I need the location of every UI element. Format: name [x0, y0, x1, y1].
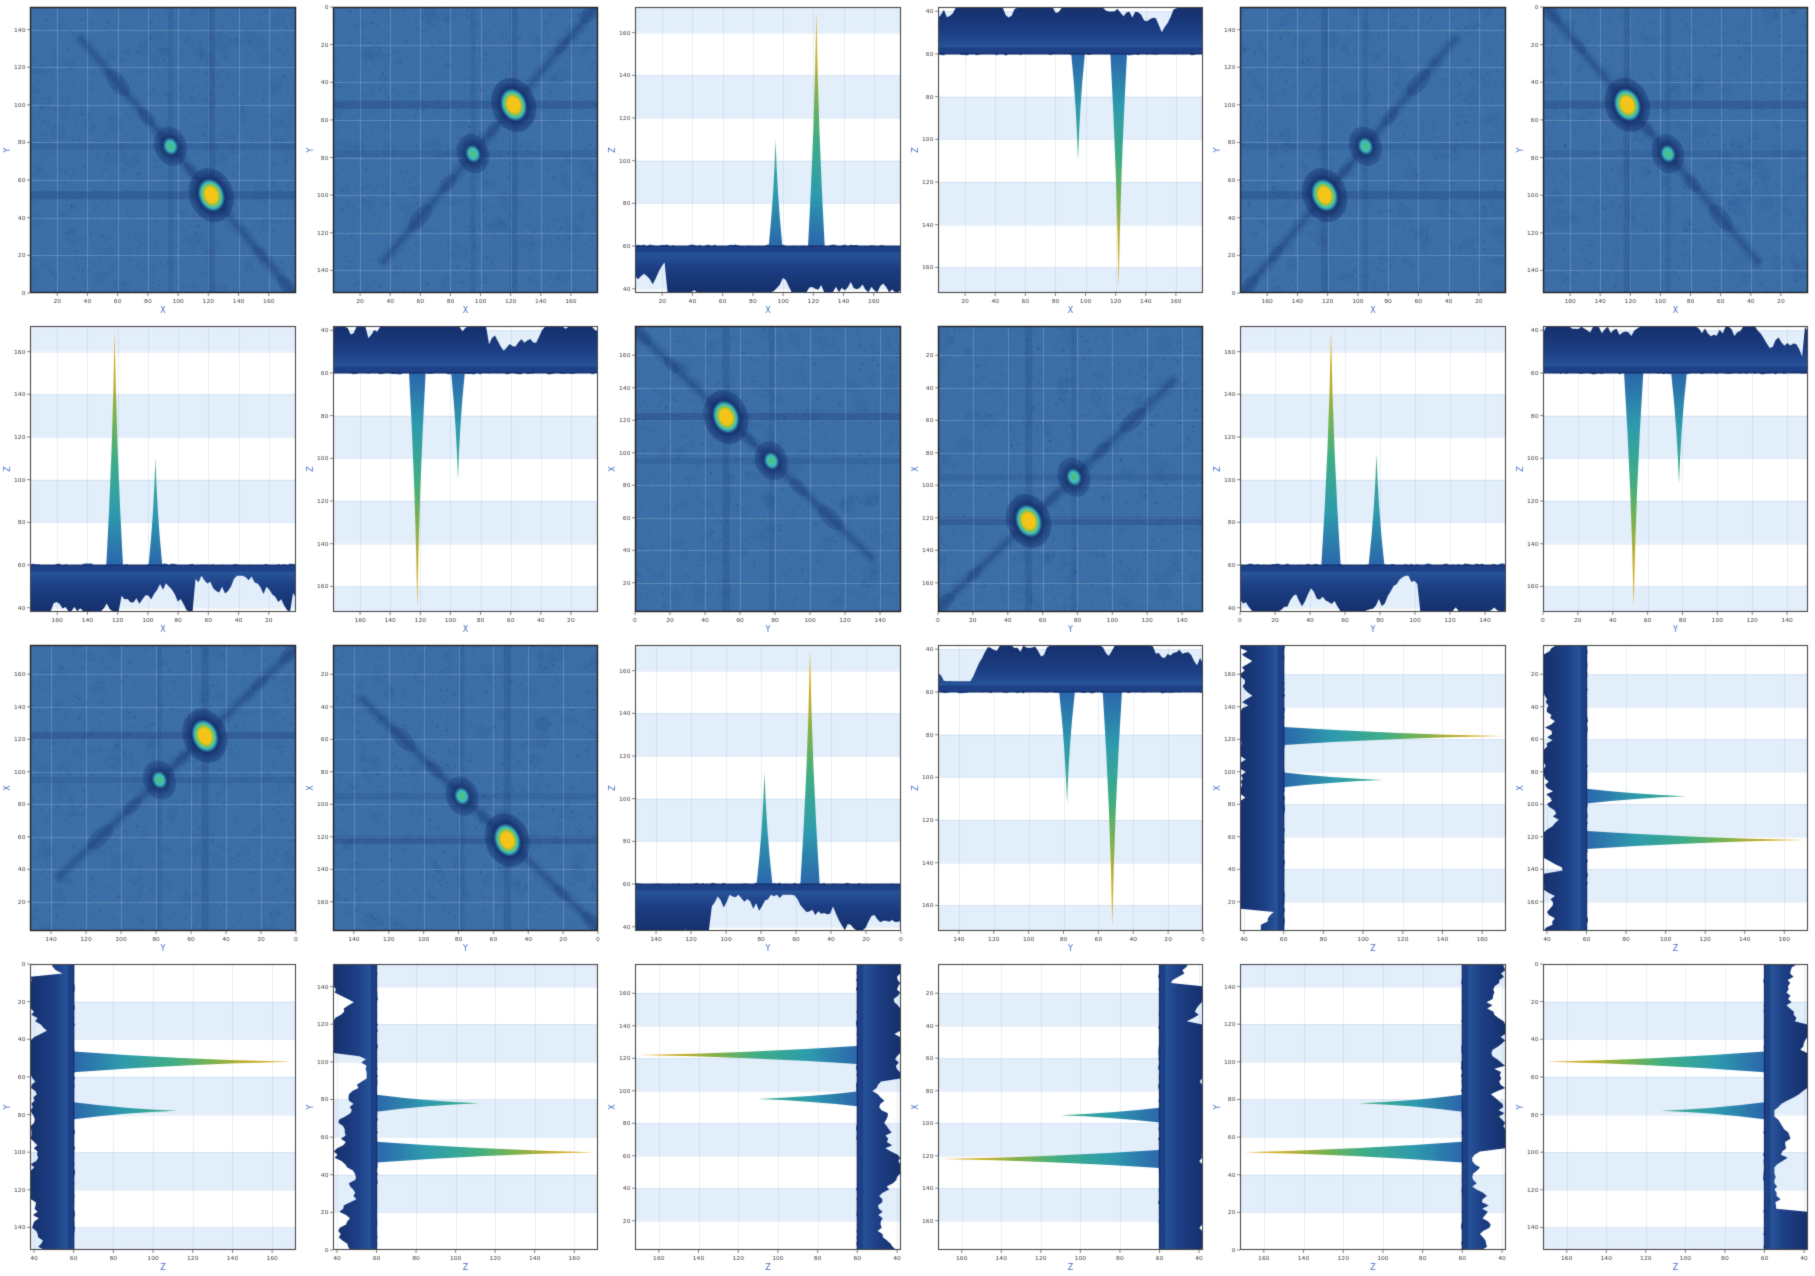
subplot-r4c3-profile	[605, 957, 908, 1276]
subplot-r1c5-canvas	[1210, 0, 1513, 319]
subplot-r2c2-canvas	[303, 319, 605, 638]
subplot-r2c2-profile	[303, 319, 605, 638]
subplot-r2c6-canvas	[1513, 319, 1815, 638]
subplot-r4c4-profile	[908, 957, 1210, 1276]
subplot-r3c2-heatmap	[303, 638, 605, 957]
subplot-r1c2-heatmap	[303, 0, 605, 319]
subplot-r1c6-heatmap	[1513, 0, 1815, 319]
subplot-r2c4-canvas	[908, 319, 1210, 638]
subplot-r3c4-profile	[908, 638, 1210, 957]
subplot-r2c1-canvas	[0, 319, 303, 638]
subplot-r2c5-profile	[1210, 319, 1513, 638]
subplot-r2c1-profile	[0, 319, 303, 638]
subplot-r4c2-canvas	[303, 957, 605, 1276]
subplot-r3c6-canvas	[1513, 638, 1815, 957]
subplot-r3c1-heatmap	[0, 638, 303, 957]
subplot-r4c2-profile	[303, 957, 605, 1276]
subplot-r1c3-canvas	[605, 0, 908, 319]
subplot-r3c5-profile	[1210, 638, 1513, 957]
subplot-r1c1-canvas	[0, 0, 303, 319]
subplot-r4c4-canvas	[908, 957, 1210, 1276]
subplot-r1c4-profile	[908, 0, 1210, 319]
subplot-r1c5-heatmap	[1210, 0, 1513, 319]
subplot-r3c4-canvas	[908, 638, 1210, 957]
subplot-r3c3-profile	[605, 638, 908, 957]
subplot-r4c5-profile	[1210, 957, 1513, 1276]
subplot-r4c3-canvas	[605, 957, 908, 1276]
subplot-r2c4-heatmap	[908, 319, 1210, 638]
subplot-r4c5-canvas	[1210, 957, 1513, 1276]
subplot-r3c2-canvas	[303, 638, 605, 957]
subplot-r1c3-profile	[605, 0, 908, 319]
subplot-r2c3-heatmap	[605, 319, 908, 638]
subplot-r4c6-canvas	[1513, 957, 1815, 1276]
subplot-r3c6-profile	[1513, 638, 1815, 957]
subplot-r1c4-canvas	[908, 0, 1210, 319]
subplot-r2c6-profile	[1513, 319, 1815, 638]
subplot-r4c6-profile	[1513, 957, 1815, 1276]
subplot-r1c1-heatmap	[0, 0, 303, 319]
subplot-r1c2-canvas	[303, 0, 605, 319]
subplot-r3c3-canvas	[605, 638, 908, 957]
subplot-r4c1-profile	[0, 957, 303, 1276]
subplot-r3c1-canvas	[0, 638, 303, 957]
subplot-r3c5-canvas	[1210, 638, 1513, 957]
subplot-r4c1-canvas	[0, 957, 303, 1276]
subplot-r2c3-canvas	[605, 319, 908, 638]
subplot-r2c5-canvas	[1210, 319, 1513, 638]
subplot-r1c6-canvas	[1513, 0, 1815, 319]
